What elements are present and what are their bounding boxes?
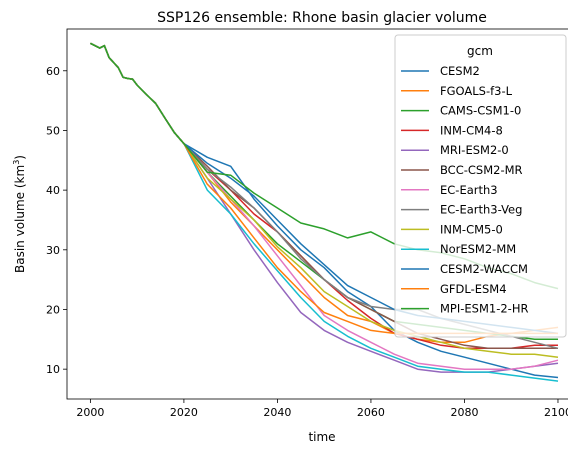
y-tick-label: 30 [46, 244, 60, 257]
legend-label: CAMS-CSM1-0 [440, 104, 521, 118]
chart-title: SSP126 ensemble: Rhone basin glacier vol… [157, 10, 487, 26]
y-axis-label: Basin volume (km3) [12, 155, 27, 273]
x-tick-label: 2000 [76, 406, 104, 419]
legend-label: FGOALS-f3-L [440, 84, 513, 98]
y-axis: 10 20 30 40 50 60 [46, 65, 67, 376]
y-tick-label: 20 [46, 303, 60, 316]
legend-label: INM-CM5-0 [440, 222, 503, 236]
x-tick-label: 2100 [544, 406, 568, 419]
legend: gcm CESM2 FGOALS-f3-L CAMS-CSM1-0 INM-CM4-8… [394, 34, 567, 338]
x-axis-label: time [308, 430, 335, 444]
legend-label: CESM2 [440, 64, 480, 78]
legend-items: CESM2 FGOALS-f3-L CAMS-CSM1-0 INM-CM4-8 MRI-… [401, 64, 528, 316]
y-axis-label-sup: 3 [12, 160, 21, 165]
legend-label: GFDL-ESM4 [440, 282, 507, 296]
plot-frame [66, 28, 568, 400]
x-tick-label: 2040 [263, 406, 291, 419]
x-tick-label: 2020 [170, 406, 198, 419]
legend-label: CESM2-WACCM [440, 262, 528, 276]
legend-title: gcm [467, 44, 493, 58]
y-tick-label: 10 [46, 363, 60, 376]
legend-label: BCC-CSM2-MR [440, 163, 523, 177]
legend-label: NorESM2-MM [440, 242, 516, 256]
legend-box [394, 34, 567, 338]
x-tick-label: 2060 [357, 406, 385, 419]
legend-label: INM-CM4-8 [440, 123, 503, 137]
x-tick-label: 2080 [450, 406, 478, 419]
y-tick-label: 60 [46, 65, 60, 78]
y-tick-label: 40 [46, 184, 60, 197]
y-tick-label: 50 [46, 124, 60, 137]
legend-label: MPI-ESM1-2-HR [440, 302, 528, 316]
x-axis: 2000 2020 2040 2060 2080 2100 [76, 399, 568, 419]
y-axis-label-close: ) [13, 155, 27, 160]
legend-label: MRI-ESM2-0 [440, 143, 509, 157]
legend-label: EC-Earth3 [440, 183, 498, 197]
y-axis-label-main: Basin volume (km [13, 165, 27, 273]
legend-label: EC-Earth3-Veg [440, 203, 522, 217]
